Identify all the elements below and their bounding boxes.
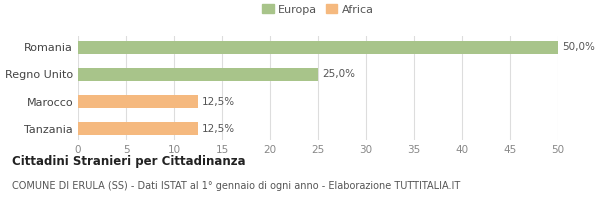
Text: 12,5%: 12,5%: [202, 97, 235, 107]
Text: COMUNE DI ERULA (SS) - Dati ISTAT al 1° gennaio di ogni anno - Elaborazione TUTT: COMUNE DI ERULA (SS) - Dati ISTAT al 1° …: [12, 181, 460, 191]
Bar: [78, 41, 558, 54]
Text: 50,0%: 50,0%: [562, 42, 595, 52]
Legend: Europa, Africa: Europa, Africa: [260, 2, 376, 17]
Bar: [78, 95, 198, 108]
Bar: [78, 68, 318, 81]
Text: Cittadini Stranieri per Cittadinanza: Cittadini Stranieri per Cittadinanza: [12, 155, 245, 168]
Bar: [78, 122, 198, 135]
Text: 25,0%: 25,0%: [322, 69, 355, 79]
Text: 12,5%: 12,5%: [202, 124, 235, 134]
